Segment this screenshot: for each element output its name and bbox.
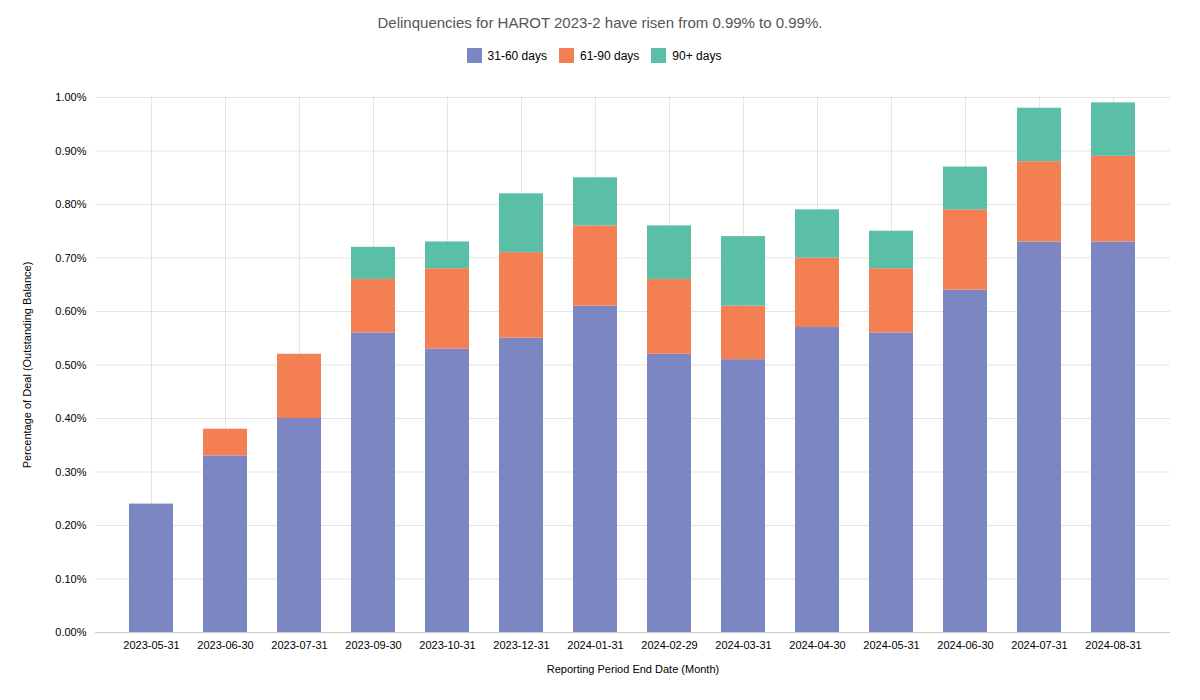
svg-text:0.20%: 0.20% — [55, 519, 86, 531]
html-text:Delinquencies for HAROT 2023-2: Delinquencies for HAROT 2023-2 have rise… — [377, 14, 823, 31]
svg-text:0.90%: 0.90% — [55, 145, 86, 157]
svg-text:2023-05-31: 2023-05-31 — [123, 639, 179, 651]
html-text:61-90 days: 61-90 days — [580, 48, 640, 63]
svg-text:0.80%: 0.80% — [55, 198, 86, 210]
svg-text:2024-05-31: 2024-05-31 — [863, 639, 919, 651]
svg-text:2023-07-31: 2023-07-31 — [271, 639, 327, 651]
svg-text:2024-06-30: 2024-06-30 — [937, 639, 993, 651]
svg-text:2024-02-29: 2024-02-29 — [641, 639, 697, 651]
svg-text:Percentage of Deal (Outstandin: Percentage of Deal (Outstanding Balance) — [21, 262, 33, 469]
svg-text:0.70%: 0.70% — [55, 252, 86, 264]
svg-text:Reporting Period End Date (Mon: Reporting Period End Date (Month) — [547, 663, 719, 675]
svg-text:0.50%: 0.50% — [55, 359, 86, 371]
svg-text:2023-10-31: 2023-10-31 — [419, 639, 475, 651]
svg-text:2023-09-30: 2023-09-30 — [345, 639, 401, 651]
svg-text:0.60%: 0.60% — [55, 305, 86, 317]
svg-text:2024-03-31: 2024-03-31 — [715, 639, 771, 651]
svg-text:2023-06-30: 2023-06-30 — [197, 639, 253, 651]
svg-text:2024-08-31: 2024-08-31 — [1085, 639, 1141, 651]
svg-text:0.10%: 0.10% — [55, 573, 86, 585]
svg-text:0.40%: 0.40% — [55, 412, 86, 424]
svg-text:0.30%: 0.30% — [55, 466, 86, 478]
svg-text:2024-07-31: 2024-07-31 — [1011, 639, 1067, 651]
svg-text:2024-04-30: 2024-04-30 — [789, 639, 845, 651]
svg-text:1.00%: 1.00% — [55, 91, 86, 103]
html-text:31-60 days: 31-60 days — [487, 48, 547, 63]
svg-text:0.00%: 0.00% — [55, 626, 86, 638]
html-text:90+ days: 90+ days — [672, 48, 722, 63]
svg-text:2023-12-31: 2023-12-31 — [493, 639, 549, 651]
svg-text:2024-01-31: 2024-01-31 — [567, 639, 623, 651]
